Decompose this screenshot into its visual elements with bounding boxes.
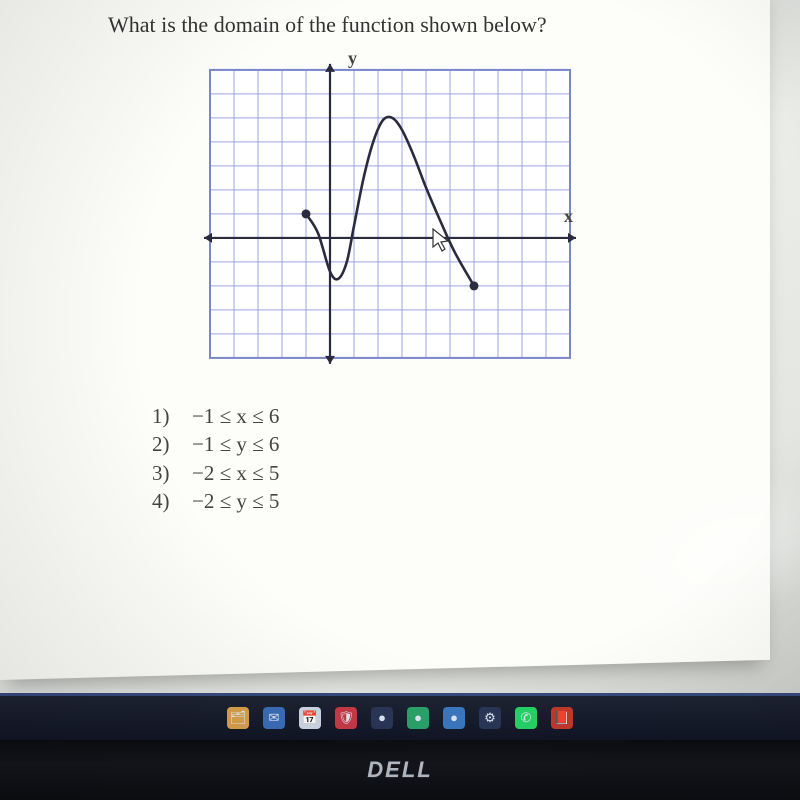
shield-icon[interactable]: 🛡 xyxy=(335,707,357,729)
answer-row: 3)−2 ≤ x ≤ 5 xyxy=(152,459,770,487)
x-axis-label: x xyxy=(564,206,573,227)
answer-choices: 1)−1 ≤ x ≤ 6 2)−1 ≤ y ≤ 6 3)−2 ≤ x ≤ 5 4… xyxy=(152,402,770,515)
round3-icon[interactable]: ● xyxy=(443,707,465,729)
question-text: What is the domain of the function shown… xyxy=(108,12,770,38)
windows-taskbar[interactable]: 🗂 ✉ 📅 🛡 ● ● ● ⚙ ✆ 📕 xyxy=(0,693,800,740)
function-graph: y x xyxy=(200,52,570,380)
files-icon[interactable]: 🗂 xyxy=(227,707,249,729)
pdf-icon[interactable]: 📕 xyxy=(551,707,573,729)
worksheet-paper: What is the domain of the function shown… xyxy=(0,0,770,680)
settings-icon[interactable]: ⚙ xyxy=(479,707,501,729)
whatsapp-icon[interactable]: ✆ xyxy=(515,707,537,729)
chart-svg xyxy=(200,52,590,380)
calendar-icon[interactable]: 📅 xyxy=(299,707,321,729)
photo-background: What is the domain of the function shown… xyxy=(0,0,800,800)
laptop-brand-logo: DELL xyxy=(367,757,432,783)
laptop-bezel: DELL xyxy=(0,740,800,800)
mail-icon[interactable]: ✉ xyxy=(263,707,285,729)
round1-icon[interactable]: ● xyxy=(371,707,393,729)
answer-row: 1)−1 ≤ x ≤ 6 xyxy=(152,402,770,430)
answer-row: 4)−2 ≤ y ≤ 5 xyxy=(152,487,770,515)
y-axis-label: y xyxy=(348,48,357,69)
round2-icon[interactable]: ● xyxy=(407,707,429,729)
answer-row: 2)−1 ≤ y ≤ 6 xyxy=(152,430,770,458)
